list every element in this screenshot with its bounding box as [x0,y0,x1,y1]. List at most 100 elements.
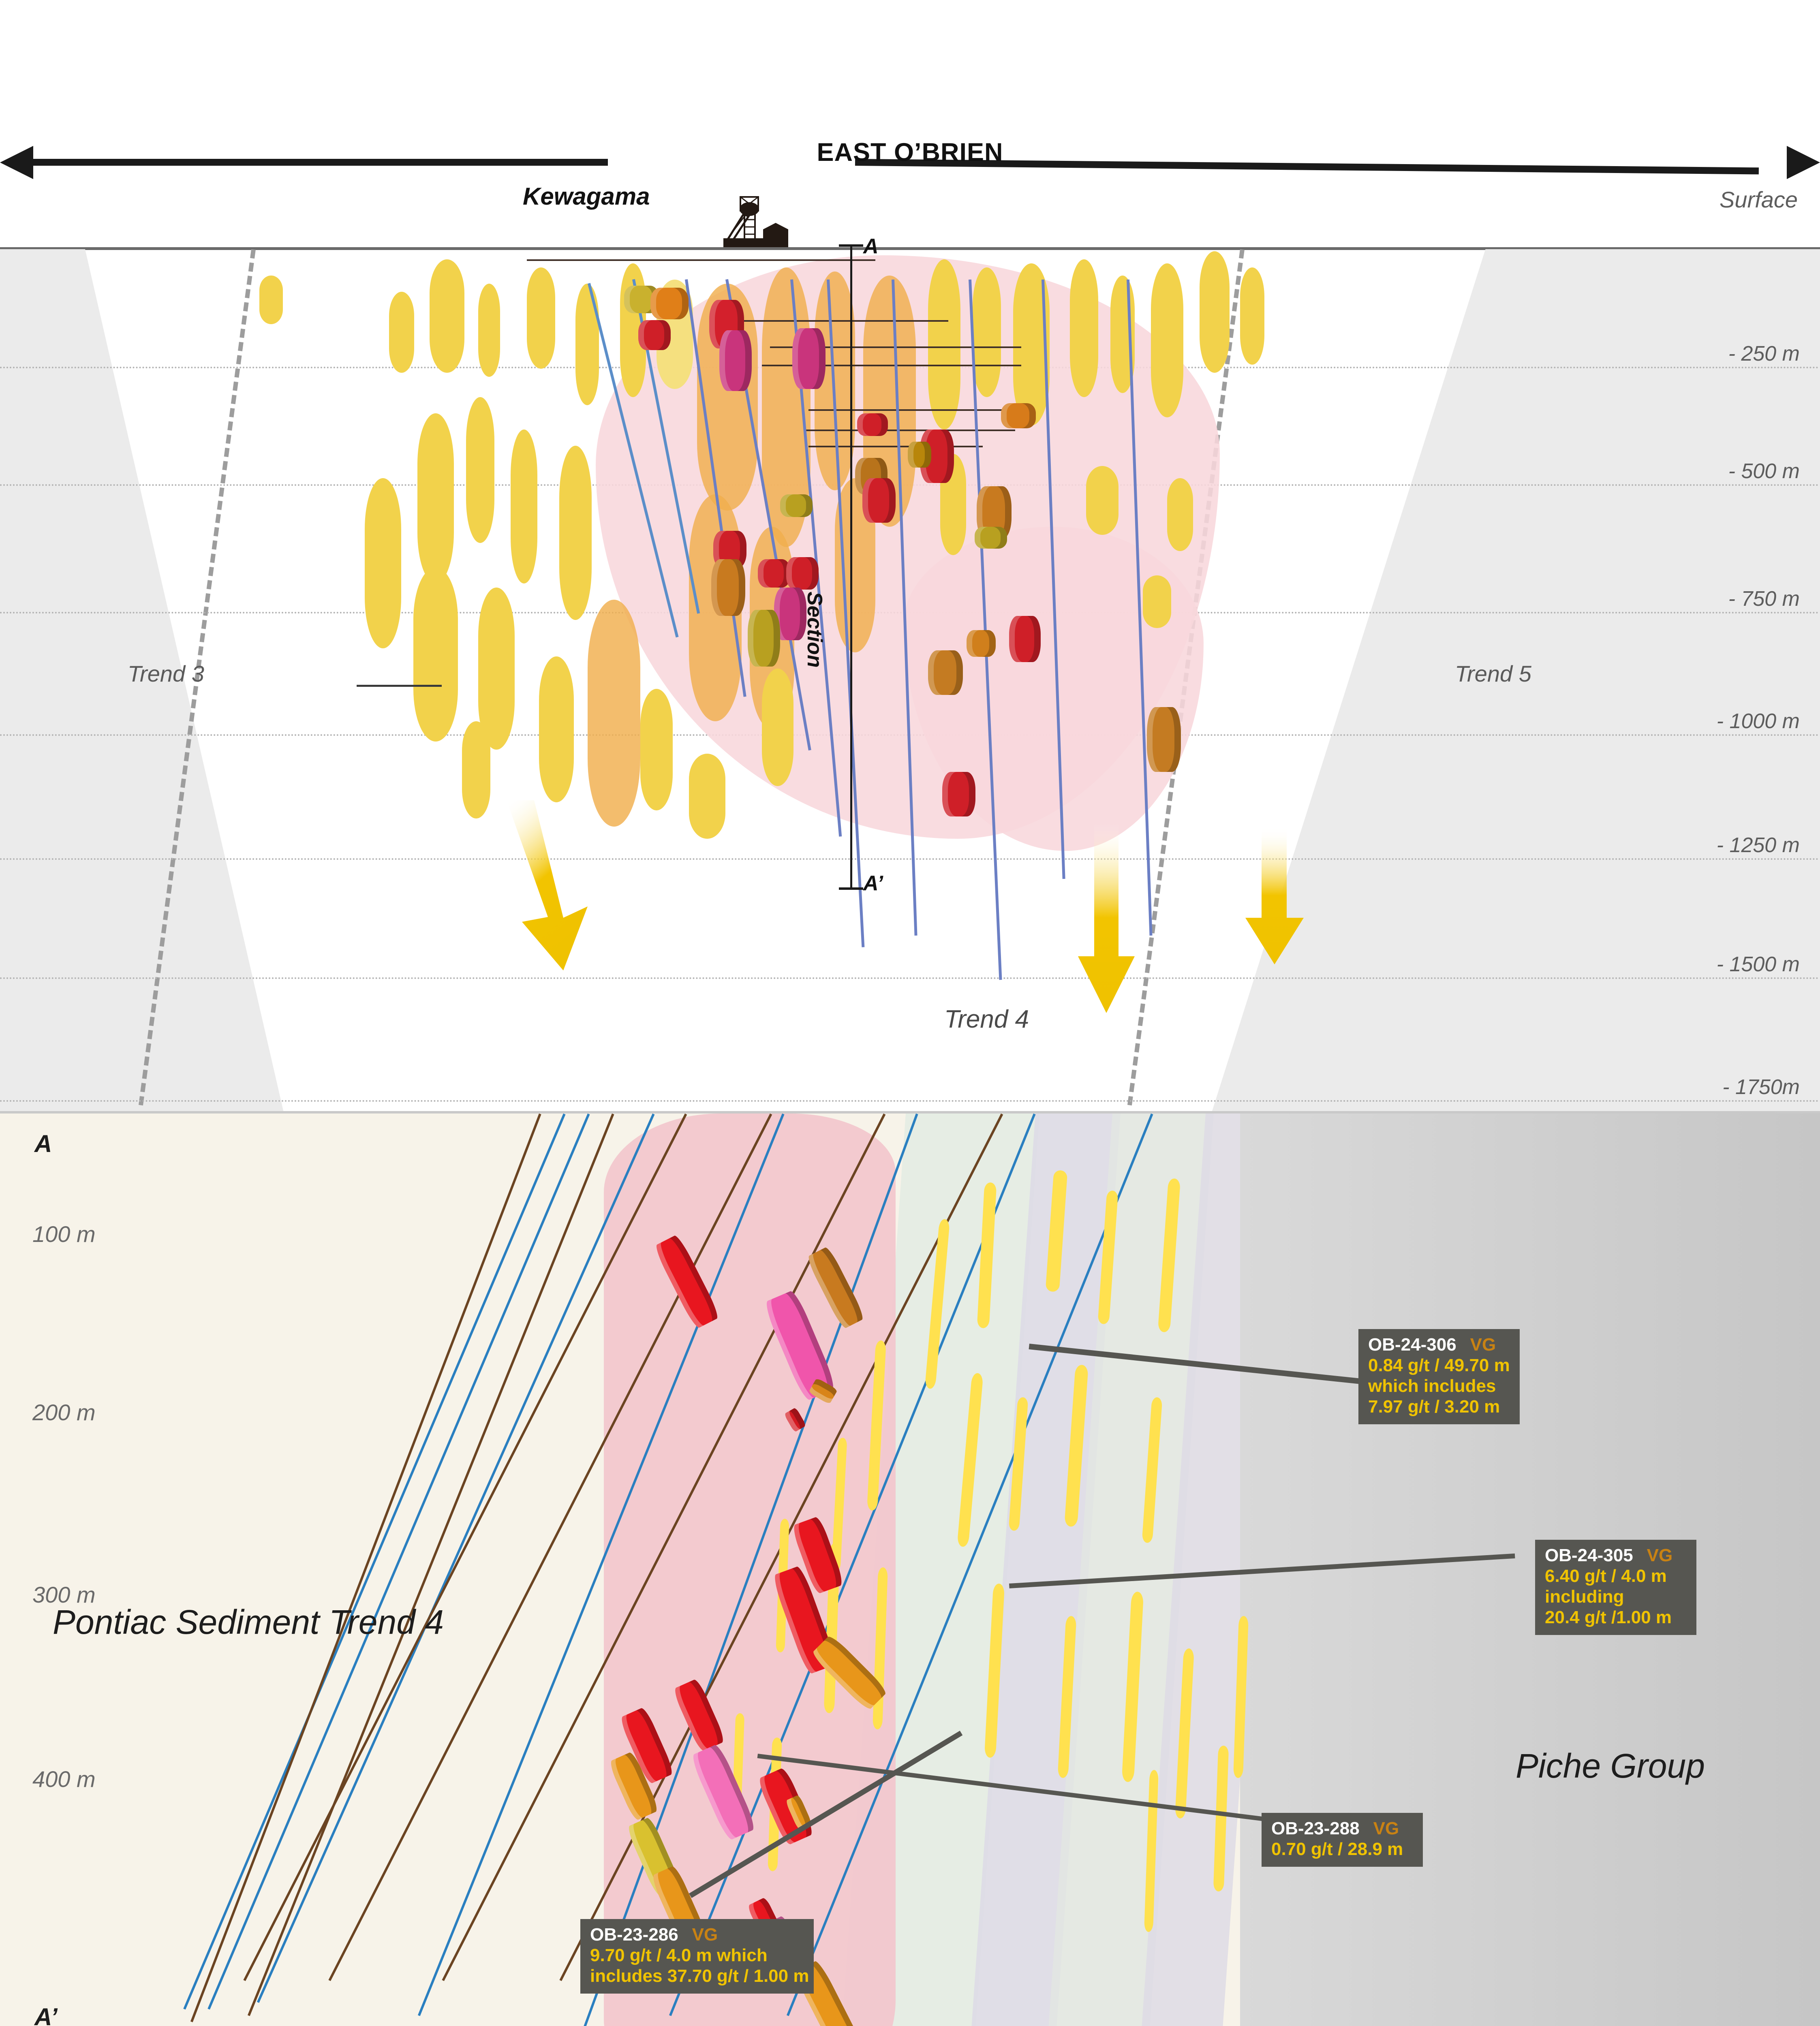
ddh-trace-press-released [207,1113,590,2010]
long-section-panel: EAST O’BRIEN Kewagama Surface [0,134,1820,1112]
callout-vg-flag: VG [692,1925,718,1945]
ddh-trace-press-released [183,1113,566,2010]
mre-blob [527,267,555,369]
depth-label: - 1250 m [1716,833,1800,857]
survey-grid-line [762,365,1021,366]
depth-label: - 500 m [1728,459,1800,483]
mre-blob [1070,259,1098,397]
mre-blob [511,430,537,583]
assay-cylinder [748,610,780,667]
mre-blob [1151,263,1183,417]
ddh-trace-historic [247,1113,614,2016]
mre-blob [1086,466,1119,535]
surface-topography-line [0,247,1820,250]
assay-cylinder [1001,403,1036,428]
mre-blob [413,567,458,742]
callout-assay-text: 6.40 g/t / 4.0 m including 20.4 g/t /1.0… [1545,1566,1672,1628]
section-depth-label: 400 m [32,1766,96,1792]
depth-gridline [0,858,1820,860]
mre-blob [640,689,673,810]
kewagama-mine-label: Kewagama [523,183,650,210]
callout-vg-flag: VG [1470,1335,1496,1355]
mre-blob [1143,575,1171,628]
trend3-label: Trend 3 [128,661,204,686]
cross-section-panel: A A’ 100 m 200 m 300 m 400 m [0,1113,1820,2026]
trend5-label: Trend 5 [1455,661,1531,686]
section-label-A: A [863,235,879,258]
section-label-A: A [34,1130,52,1157]
depth-gridline [0,1100,1820,1102]
callout-assay-text: 0.70 g/t / 28.9 m [1271,1839,1403,1859]
callout-assay-text: 0.84 g/t / 49.70 m which includes 7.97 g… [1368,1355,1510,1417]
mre-blob [575,284,599,405]
depth-label: - 1000 m [1716,710,1800,733]
assay-cylinder [975,527,1007,549]
east-obrien-extent-arrow [0,134,1820,190]
callout-hole-id: OB-24-305 [1545,1545,1633,1565]
depth-label: - 1500 m [1716,953,1800,976]
mre-blob [462,721,490,819]
piche-group-label: Piche Group [1516,1747,1705,1785]
survey-grid-line [804,430,1015,431]
callout-assay-text: 9.70 g/t / 4.0 m which includes 37.70 g/… [590,1945,809,1986]
callout-vg-flag: VG [1647,1545,1673,1565]
depth-gridline [0,977,1820,979]
mre-blob [466,397,494,543]
assay-cylinder [711,559,745,616]
ddh-trace-historic [190,1113,541,2022]
assay-cylinder [862,478,896,523]
callout-box[interactable]: OB-24-306 VG 0.84 g/t / 49.70 m which inc… [1358,1329,1520,1425]
mre-blob [928,259,960,430]
arrow-head-left-icon [0,146,33,179]
arrow-head-right-icon [1787,146,1820,179]
plunge-arrow-center [1076,823,1137,1015]
assay-cylinder [942,772,975,816]
mre-blob [430,259,464,373]
plunge-arrow-right [1242,827,1307,966]
section-label-A-prime: A’ [863,872,883,895]
trend4-label: Trend 4 [944,1005,1029,1033]
mre-blob [1200,251,1230,373]
mre-blob [478,588,515,750]
depth-label: - 750 m [1728,587,1800,611]
piche-group-band [1240,1113,1820,2026]
survey-grid-line [808,409,1019,411]
assay-cylinder [786,557,819,590]
assay-cylinder [967,630,996,657]
section-cap-bottom [839,887,863,890]
assay-cylinder [857,413,888,436]
trend3-tick [357,685,442,687]
assay-cylinder [758,559,790,588]
callout-box[interactable]: OB-24-305 VG 6.40 g/t / 4.0 m including 2… [1535,1540,1696,1635]
assay-cylinder [1147,707,1181,772]
assay-cylinder [928,650,963,695]
mre-blob [762,669,793,786]
mre-blob [1167,478,1193,551]
section-label-A-prime: A’ [34,2003,58,2026]
panel-divider [0,1111,1820,1113]
mre-blob [478,284,500,377]
assay-cylinder [650,288,689,319]
section-depth-label: 300 m [32,1582,96,1607]
mre-blob [389,292,414,373]
section-depth-label: 200 m [32,1400,96,1425]
survey-grid-line [527,259,875,261]
assay-cylinder [1009,616,1041,662]
survey-grid-line [808,446,983,447]
callout-box[interactable]: OB-23-288 VG 0.70 g/t / 28.9 m [1262,1813,1423,1867]
assay-cylinder [792,328,826,389]
mre-blob [1240,267,1264,365]
section-axis-label: Section [803,592,826,668]
depth-label: - 1750m [1722,1075,1800,1099]
mre-blob [559,446,592,620]
assay-cylinder [780,494,813,517]
assay-cylinder [638,320,671,350]
callout-hole-id: OB-23-288 [1271,1819,1360,1838]
callout-box[interactable]: OB-23-286 VG 9.70 g/t / 4.0 m which inclu… [580,1919,814,1994]
banner-title: EAST O’BRIEN [817,138,1003,167]
ddh-trace-press-released [257,1113,655,2003]
mre-blob [973,267,1001,397]
mre-blob [365,478,401,648]
depth-label: - 250 m [1728,342,1800,365]
